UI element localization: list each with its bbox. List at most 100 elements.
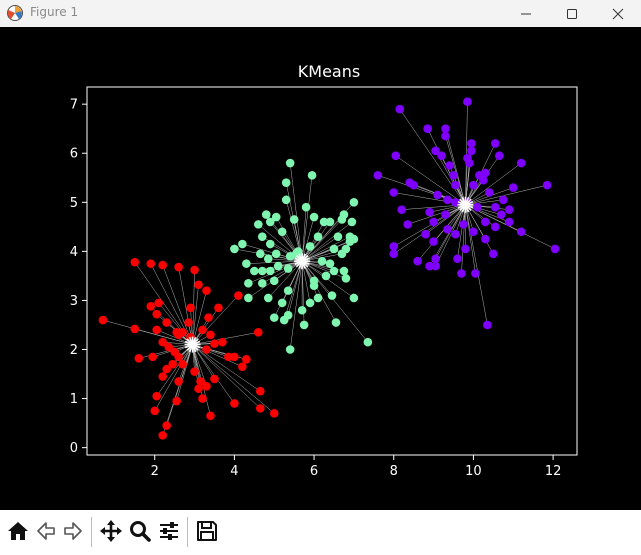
centroid-link — [301, 221, 353, 262]
scatter-point — [254, 220, 263, 229]
scatter-point — [172, 328, 181, 337]
scatter-point — [309, 281, 319, 291]
scatter-point — [443, 224, 452, 234]
scatter-point — [206, 411, 215, 421]
axes-frame — [86, 86, 578, 456]
minimize-button[interactable] — [503, 0, 549, 27]
scatter-point — [504, 205, 514, 214]
scatter-point — [271, 212, 281, 222]
y-tick-label: 3 — [70, 294, 78, 309]
scatter-point — [471, 269, 480, 278]
close-icon — [612, 8, 624, 19]
scatter-point — [283, 286, 293, 295]
scatter-point — [210, 339, 219, 348]
scatter-point — [204, 313, 213, 322]
scatter-point — [198, 325, 207, 335]
scatter-point — [469, 227, 478, 237]
centroid-link — [301, 261, 369, 343]
scatter-point — [550, 244, 560, 254]
scatter-point — [190, 367, 199, 376]
home-button[interactable] — [5, 518, 31, 544]
scatter-point — [154, 298, 164, 308]
scatter-point — [349, 198, 359, 207]
scatter-point — [269, 276, 279, 286]
x-tick-label: 8 — [390, 464, 398, 479]
scatter-point — [257, 266, 267, 276]
matplotlib-app-icon — [7, 5, 23, 21]
scatter-point — [271, 249, 281, 259]
scatter-point — [254, 328, 263, 337]
save-button[interactable] — [194, 518, 220, 544]
move-icon — [100, 520, 122, 542]
scatter-point — [206, 330, 215, 340]
scatter-point — [499, 195, 508, 205]
centroid-link — [461, 204, 466, 274]
scatter-point — [152, 391, 162, 401]
scatter-point — [325, 259, 335, 268]
scatter-point — [391, 151, 401, 160]
centroid-marker — [457, 196, 474, 213]
scatter-point — [234, 291, 243, 300]
scatter-point — [172, 396, 181, 406]
scatter-point — [321, 271, 331, 281]
scatter-point — [319, 217, 329, 227]
centroid-link — [246, 260, 303, 264]
scatter-point — [305, 298, 315, 308]
centroid-link — [262, 260, 303, 284]
centroid-link — [465, 199, 504, 206]
centroid-center — [189, 341, 196, 348]
scatter-point — [178, 328, 187, 337]
scatter-point — [269, 313, 279, 322]
zoom-button[interactable] — [127, 518, 153, 544]
centroid-link — [192, 344, 215, 380]
centroid-link — [457, 204, 466, 259]
back-button[interactable] — [33, 518, 59, 544]
scatter-point — [469, 180, 478, 190]
centroid-marker — [184, 336, 201, 353]
centroid-link — [301, 219, 343, 262]
forward-button[interactable] — [60, 518, 86, 544]
centroid-link — [283, 261, 303, 321]
minimize-icon — [521, 13, 531, 14]
centroid-marker — [294, 253, 311, 270]
scatter-point — [257, 232, 267, 241]
centroid-link — [429, 204, 466, 213]
scatter-point — [98, 315, 108, 325]
close-button[interactable] — [595, 0, 641, 27]
centroid-link — [407, 204, 466, 225]
scatter-point — [508, 183, 518, 192]
scatter-point — [491, 202, 500, 212]
scatter-point — [281, 195, 291, 205]
centroid-link — [393, 204, 466, 255]
scatter-point — [441, 210, 450, 219]
scatter-point — [441, 131, 450, 141]
scatter-point — [305, 242, 315, 251]
magnifier-icon — [130, 521, 151, 542]
scatter-point — [307, 171, 317, 180]
y-tick-label: 5 — [70, 196, 78, 211]
scatter-point — [263, 254, 273, 264]
data-points — [98, 97, 560, 440]
scatter-point — [277, 227, 287, 237]
scatter-point — [463, 97, 472, 107]
centroid-link — [301, 261, 337, 323]
scatter-point — [409, 180, 418, 190]
scatter-point — [242, 355, 251, 364]
scatter-point — [491, 139, 500, 148]
scatter-point — [285, 158, 295, 168]
pan-button[interactable] — [98, 518, 124, 544]
configure-subplots-button[interactable] — [156, 518, 182, 544]
scatter-point — [146, 259, 156, 268]
scatter-point — [516, 227, 526, 237]
scatter-point — [313, 293, 323, 303]
scatter-point — [333, 232, 343, 241]
title-bar[interactable]: Figure 1 — [0, 0, 641, 27]
scatter-point — [202, 345, 211, 354]
centroid-link — [465, 184, 548, 206]
maximize-button[interactable] — [549, 0, 595, 27]
navigation-toolbar — [0, 510, 641, 555]
scatter-point — [425, 261, 434, 271]
y-tick-label: 1 — [70, 392, 78, 407]
